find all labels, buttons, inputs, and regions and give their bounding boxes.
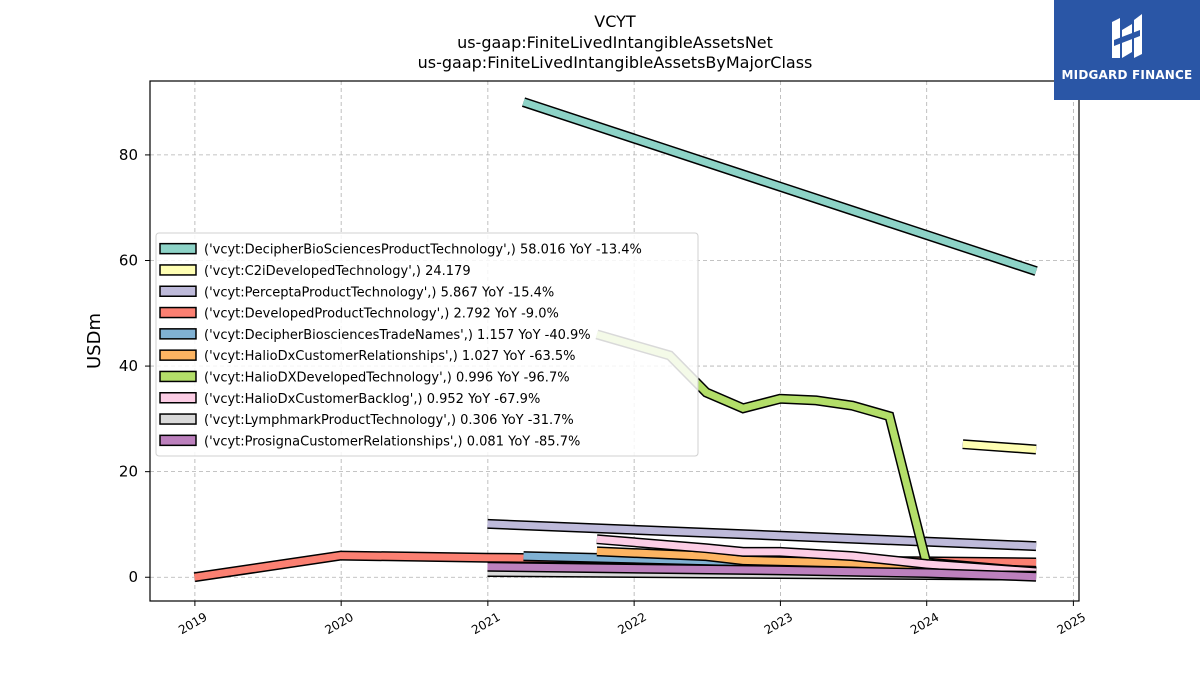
legend-entry: ('vcyt:ProsignaCustomerRelationships',) … — [159, 434, 580, 449]
series-9 — [487, 561, 1037, 582]
legend-label: ('vcyt:LymphmarkProductTechnology',) 0.3… — [204, 413, 574, 428]
series-0 — [521, 97, 1038, 276]
chart-title-line-1: VCYT — [594, 12, 636, 31]
y-tick-label: 40 — [119, 357, 138, 375]
plot-series — [193, 97, 1038, 583]
legend-swatch — [159, 328, 197, 340]
y-axis-label: USDm — [84, 313, 105, 369]
legend-swatch — [159, 413, 197, 425]
x-tick-label: 2025 — [1055, 610, 1088, 637]
legend-entry: ('vcyt:PerceptaProductTechnology',) 5.86… — [159, 285, 554, 300]
legend-label: ('vcyt:C2iDevelopedTechnology',) 24.179 — [204, 264, 471, 279]
legend-label: ('vcyt:PerceptaProductTechnology',) 5.86… — [204, 285, 554, 300]
legend-entry: ('vcyt:HalioDXDevelopedTechnology',) 0.9… — [159, 370, 570, 385]
series-line — [962, 440, 1037, 453]
y-tick-label: 0 — [128, 568, 138, 586]
x-tick-label: 2020 — [322, 610, 355, 637]
series-line — [487, 563, 1037, 581]
logo-text: MIDGARD FINANCE — [1061, 68, 1193, 82]
midgard-logo-icon — [1112, 14, 1142, 58]
series-7 — [596, 534, 1037, 577]
chart-title-line-3: us-gaap:FiniteLivedIntangibleAssetsByMaj… — [418, 53, 813, 72]
x-tick-label: 2019 — [176, 610, 209, 637]
legend-swatch — [159, 370, 197, 383]
legend-entry: ('vcyt:DecipherBiosciencesTradeNames',) … — [159, 328, 591, 343]
legend-entry: ('vcyt:C2iDevelopedTechnology',) 24.179 — [159, 264, 471, 279]
x-tick-label: 2023 — [762, 610, 795, 637]
series-line — [487, 520, 1037, 550]
legend-swatch — [159, 434, 197, 447]
midgard-finance-logo: MIDGARD FINANCE — [1054, 0, 1200, 100]
legend: ('vcyt:DecipherBioSciencesProductTechnol… — [155, 232, 699, 457]
legend-swatch — [159, 264, 197, 276]
x-axis: 2019 2020 2021 2022 2023 2024 2025 — [176, 601, 1088, 637]
legend-entry: ('vcyt:DecipherBioSciencesProductTechnol… — [159, 242, 642, 258]
series-1 — [962, 439, 1037, 455]
x-tick-label: 2021 — [469, 610, 502, 637]
legend-label: ('vcyt:HalioDxCustomerBacklog',) 0.952 Y… — [204, 392, 540, 407]
series-line — [596, 535, 1037, 576]
legend-box — [155, 232, 699, 457]
x-tick-label: 2022 — [615, 610, 648, 637]
legend-swatch — [159, 242, 197, 255]
legend-label: ('vcyt:HalioDxCustomerRelationships',) 1… — [204, 349, 576, 364]
plot-frame — [149, 80, 1080, 602]
legend-swatch — [159, 349, 197, 361]
legend-swatch — [159, 392, 197, 404]
legend-swatch — [159, 285, 197, 297]
y-tick-label: 80 — [119, 146, 138, 164]
legend-entry: ('vcyt:HalioDxCustomerBacklog',) 0.952 Y… — [159, 392, 540, 407]
x-tick-label: 2024 — [908, 610, 941, 637]
y-tick-label: 20 — [119, 463, 138, 481]
series-2 — [487, 518, 1037, 552]
legend-label: ('vcyt:ProsignaCustomerRelationships',) … — [204, 434, 580, 449]
legend-label: ('vcyt:DevelopedProductTechnology',) 2.7… — [204, 307, 559, 322]
legend-entry: ('vcyt:DevelopedProductTechnology',) 2.7… — [159, 306, 559, 322]
legend-label: ('vcyt:HalioDXDevelopedTechnology',) 0.9… — [204, 370, 570, 385]
legend-entry: ('vcyt:LymphmarkProductTechnology',) 0.3… — [159, 413, 574, 428]
series-line — [522, 98, 1038, 275]
legend-swatch — [159, 306, 197, 319]
legend-label: ('vcyt:DecipherBiosciencesTradeNames',) … — [204, 328, 591, 343]
legend-entry: ('vcyt:HalioDxCustomerRelationships',) 1… — [159, 349, 576, 364]
chart-title: VCYT us-gaap:FiniteLivedIntangibleAssets… — [418, 12, 813, 72]
legend-label: ('vcyt:DecipherBioSciencesProductTechnol… — [204, 243, 642, 258]
y-tick-label: 60 — [119, 251, 138, 269]
chart-title-line-2: us-gaap:FiniteLivedIntangibleAssetsNet — [457, 33, 773, 52]
y-axis: 0 20 40 60 80 — [119, 146, 150, 586]
